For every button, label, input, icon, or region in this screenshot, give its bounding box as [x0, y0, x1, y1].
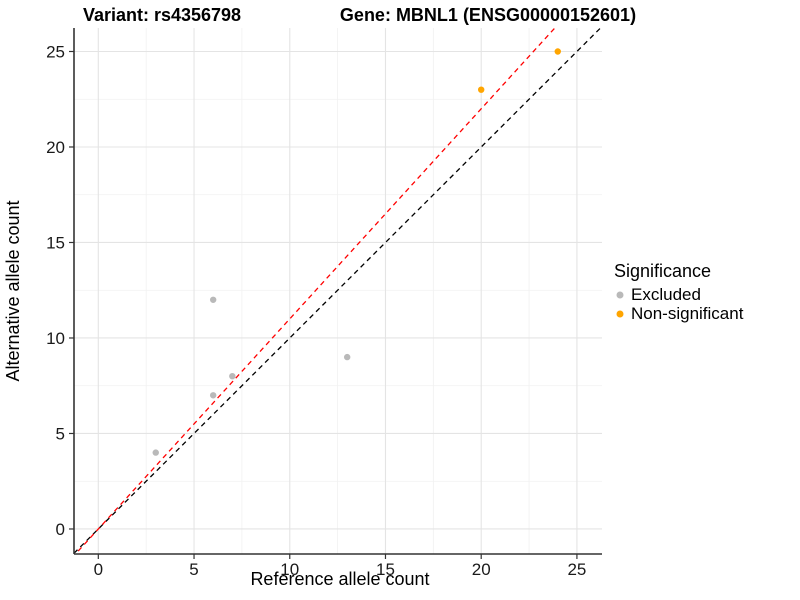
y-axis-label: Alternative allele count: [3, 200, 23, 382]
x-axis-label: Reference allele count: [250, 569, 430, 589]
legend-item-excluded: Excluded: [612, 285, 743, 304]
point-excluded: [229, 372, 236, 380]
excluded-point-icon: [616, 291, 624, 298]
plot-title-variant: Variant: rs4356798: [82, 5, 242, 25]
legend-label-non-significant: Non-significant: [631, 303, 744, 323]
point-excluded: [343, 353, 351, 361]
point-non-significant: [477, 86, 485, 93]
y-tick-label: 20: [46, 138, 65, 157]
y-tick-label: 0: [56, 520, 65, 539]
non-significant-point-icon: [616, 310, 624, 317]
point-excluded: [152, 449, 159, 456]
point-non-significant: [554, 48, 561, 55]
x-tick-label: 5: [189, 560, 198, 579]
legend-label-excluded: Excluded: [631, 284, 701, 304]
legend-item-non-significant: Non-significant: [612, 304, 743, 323]
x-tick-label: 10: [280, 560, 299, 579]
plot-title-gene: Gene: MBNL1 (ENSG00000152601): [339, 5, 637, 25]
y-tick-label: 15: [46, 233, 65, 252]
y-tick-label: 25: [46, 42, 65, 61]
y-tick-label: 5: [56, 424, 65, 443]
ratio-line: [74, 28, 556, 554]
y-tick-label: 10: [46, 329, 65, 348]
point-excluded: [209, 296, 217, 303]
legend-title: Significance: [614, 261, 712, 281]
legend: Significance Excluded Non-significant: [612, 261, 743, 323]
identity-line: [74, 28, 602, 554]
x-tick-label: 0: [94, 560, 103, 579]
x-tick-label: 15: [376, 560, 395, 579]
point-excluded: [209, 392, 217, 399]
x-tick-label: 25: [567, 560, 586, 579]
x-tick-label: 20: [472, 560, 491, 579]
